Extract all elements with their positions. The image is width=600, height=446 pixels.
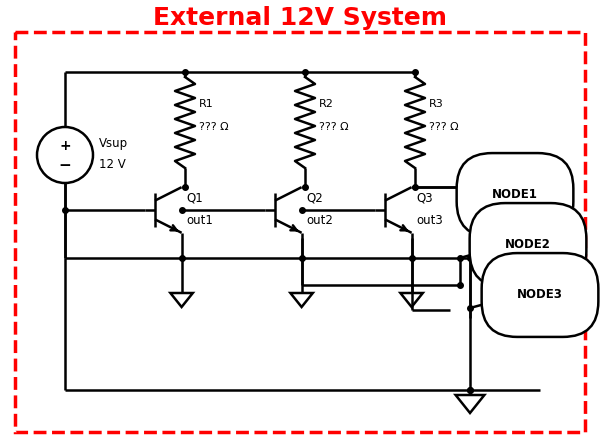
Text: out2: out2	[307, 214, 334, 227]
Text: External 12V System: External 12V System	[153, 6, 447, 30]
Text: NODE1: NODE1	[492, 189, 538, 202]
Text: Q3: Q3	[416, 191, 433, 205]
Text: ??? Ω: ??? Ω	[199, 122, 229, 132]
Text: +: +	[59, 139, 71, 153]
Text: ??? Ω: ??? Ω	[319, 122, 349, 132]
Text: ??? Ω: ??? Ω	[429, 122, 458, 132]
Text: Q2: Q2	[307, 191, 323, 205]
Text: R1: R1	[199, 99, 214, 109]
Text: Vsup: Vsup	[99, 136, 128, 149]
Text: out3: out3	[416, 214, 443, 227]
Text: out1: out1	[187, 214, 214, 227]
Text: R3: R3	[429, 99, 444, 109]
Text: NODE2: NODE2	[505, 239, 551, 252]
Text: −: −	[59, 157, 71, 173]
Text: R2: R2	[319, 99, 334, 109]
Text: 12 V: 12 V	[99, 158, 126, 172]
Text: NODE3: NODE3	[517, 289, 563, 301]
Text: Q1: Q1	[187, 191, 203, 205]
